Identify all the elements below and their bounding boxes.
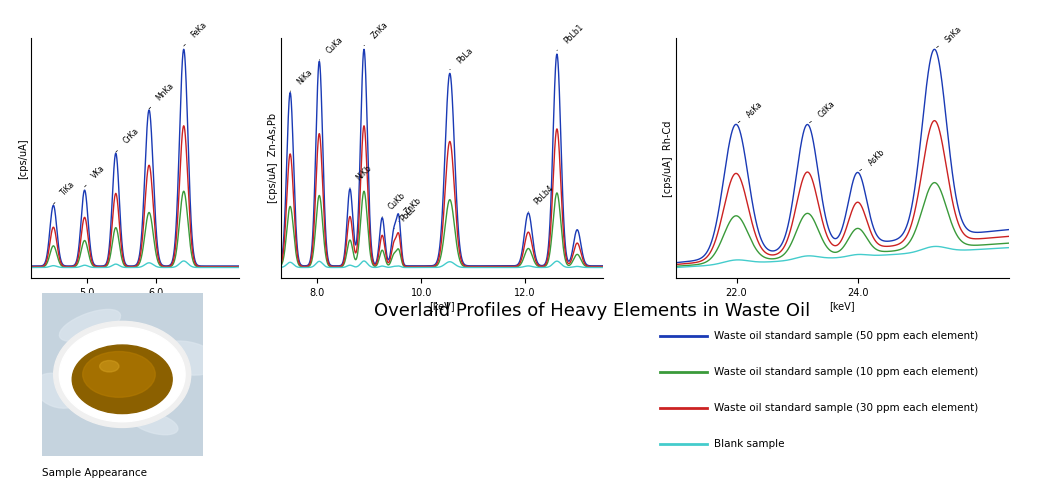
Text: ZnKb: ZnKb bbox=[399, 196, 423, 221]
Ellipse shape bbox=[83, 351, 155, 397]
Y-axis label: [cps/uA]: [cps/uA] bbox=[19, 138, 28, 179]
Text: VKa: VKa bbox=[84, 164, 107, 187]
Ellipse shape bbox=[59, 310, 121, 341]
Text: PbLb4: PbLb4 bbox=[528, 184, 555, 212]
X-axis label: [keV]: [keV] bbox=[830, 301, 855, 311]
Text: Blank sample: Blank sample bbox=[714, 439, 785, 449]
Text: CuKa: CuKa bbox=[319, 35, 345, 60]
Text: AsKb: AsKb bbox=[860, 148, 886, 171]
Text: SnKa: SnKa bbox=[937, 24, 963, 48]
Text: Overlaid Profiles of Heavy Elements in Waste Oil: Overlaid Profiles of Heavy Elements in W… bbox=[374, 302, 810, 321]
Ellipse shape bbox=[34, 373, 81, 408]
Y-axis label: [cps/uA]  Zn-As,Pb: [cps/uA] Zn-As,Pb bbox=[268, 113, 278, 204]
Text: ZnKa: ZnKa bbox=[364, 21, 390, 46]
Text: PbLa: PbLa bbox=[450, 46, 474, 70]
Ellipse shape bbox=[100, 360, 119, 372]
Y-axis label: [cps/uA]  Rh-Cd: [cps/uA] Rh-Cd bbox=[664, 120, 673, 197]
X-axis label: [keV]: [keV] bbox=[123, 301, 148, 311]
Text: PbLb1: PbLb1 bbox=[557, 23, 586, 50]
Ellipse shape bbox=[72, 345, 173, 414]
Ellipse shape bbox=[59, 327, 185, 422]
Text: MnKa: MnKa bbox=[149, 81, 176, 109]
Text: FeKa: FeKa bbox=[184, 20, 209, 46]
Text: Waste oil standard sample (10 ppm each element): Waste oil standard sample (10 ppm each e… bbox=[714, 367, 979, 377]
Text: Waste oil standard sample (50 ppm each element): Waste oil standard sample (50 ppm each e… bbox=[714, 331, 979, 341]
Text: PbLL: PbLL bbox=[394, 204, 417, 228]
Ellipse shape bbox=[54, 322, 190, 427]
Text: TiKa: TiKa bbox=[53, 180, 77, 204]
Text: Sample Appearance
(Sample cell, film, 5 mL oil): Sample Appearance (Sample cell, film, 5 … bbox=[42, 468, 185, 480]
Text: CuKb: CuKb bbox=[383, 191, 407, 216]
Text: CrKa: CrKa bbox=[115, 127, 140, 152]
X-axis label: [keV]: [keV] bbox=[430, 301, 454, 311]
Text: NiKb: NiKb bbox=[350, 164, 373, 188]
Text: Waste oil standard sample (30 ppm each element): Waste oil standard sample (30 ppm each e… bbox=[714, 403, 979, 413]
Ellipse shape bbox=[155, 341, 218, 375]
Text: AsKa: AsKa bbox=[738, 100, 764, 123]
Text: CdKa: CdKa bbox=[809, 99, 837, 123]
Ellipse shape bbox=[131, 412, 178, 435]
Text: NiKa: NiKa bbox=[290, 68, 314, 91]
